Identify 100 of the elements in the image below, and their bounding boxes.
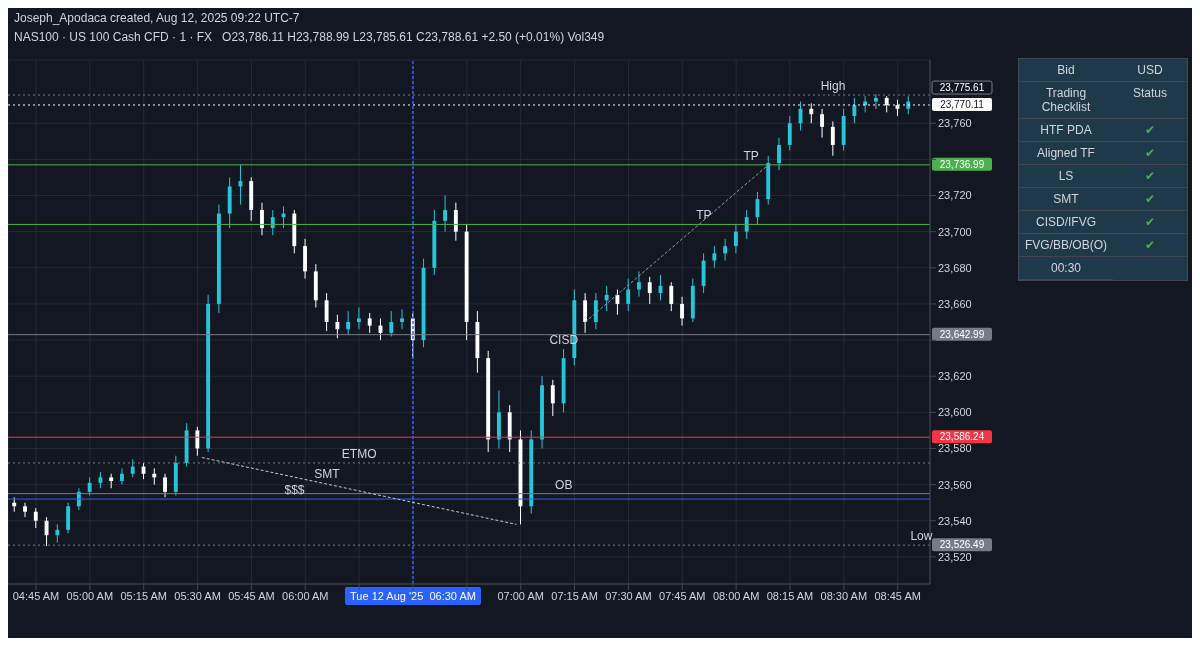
candlestick [604,285,609,312]
candlestick [852,97,857,124]
annotation: ETMO [341,446,377,461]
candlestick [33,507,38,529]
ref-line-label: 23,642.99 [939,328,985,340]
ref-line-label: Tue 12 Aug '25 06:30 AM [350,590,476,602]
candlestick [346,310,351,336]
text: FVG/BB/OB(O) [1019,234,1114,257]
ref-line-label: 23,770.11 [940,98,985,110]
y-tick-label: 23,620 [938,370,972,383]
text: ✔ [1113,188,1187,211]
text: ✔ [1113,234,1187,257]
x-tick-label: 05:30 AM [174,589,221,602]
candlestick [389,310,394,337]
ref-line-label: 23,586.24 [939,431,985,443]
ref-line-label: 23,526.49 [939,539,985,551]
x-tick-label: 06:00 AM [282,589,329,602]
candlestick [680,296,684,327]
candlestick [593,292,598,330]
text: LS [1019,165,1114,188]
annotation: $$$ [284,483,305,498]
ref-line-label: 23,736.99 [939,158,985,170]
text: ✔ [1113,165,1187,188]
annotation: TP [743,148,759,163]
candlestick [712,245,717,269]
text: CISD/IFVG [1019,211,1114,234]
text: Aligned TF [1019,142,1114,165]
x-tick-label: 07:00 AM [497,589,544,602]
x-tick-label: 08:45 AM [874,589,921,602]
text: Joseph_Apodaca created, Aug 12, 2025 09:22 UTC-7 [14,11,300,25]
x-tick-label: 05:15 AM [120,589,167,602]
x-tick-label: 04:45 AM [12,589,60,602]
candlestick [443,195,448,233]
text: Bid [1019,59,1114,82]
candlestick [873,93,878,110]
candlestick [669,281,674,312]
x-tick-label: 07:15 AM [551,589,598,602]
candlestick [777,137,781,171]
candlestick [637,270,641,298]
x-tick-label: 08:00 AM [712,589,760,602]
candlestick [787,115,792,151]
candlestick [453,202,458,242]
chart-subtitle: O23,786.11 H23,788.99 L23,785.61 C23,788.61 +2.50 (+0.01%) Vol349 [222,30,605,44]
text: USD [1113,59,1187,82]
y-tick-label: 23,660 [938,297,972,310]
annotation: Low [910,529,933,544]
y-tick-label: 23,560 [938,478,972,491]
candlestick [130,458,135,478]
candlestick [830,120,835,157]
candlestick [87,476,92,496]
y-tick-label: 23,580 [938,442,972,455]
candlestick [55,523,60,543]
candlestick [324,292,329,332]
candlestick [626,278,631,312]
annotation: OB [555,477,573,492]
text: ✔ [1113,119,1187,142]
text: 00:30 [1019,257,1114,280]
annotation: SMT [314,466,341,481]
text: ✔ [1113,211,1187,234]
text: Status [1113,82,1187,119]
y-tick-label: 23,720 [938,189,972,202]
candlestick [260,202,264,236]
candlestick [647,276,652,305]
y-tick-label: 23,700 [938,225,972,238]
text: HTF PDA [1019,119,1114,142]
x-tick-label: 08:15 AM [766,589,814,602]
candlestick [163,473,167,498]
x-tick-label: 07:30 AM [605,589,652,602]
candlestick [723,238,728,262]
candlestick [733,223,738,254]
ref-line-label: 23,775.61 [939,82,985,94]
candlestick [120,467,124,486]
text: ✔ [1113,142,1187,165]
candlestick [550,379,555,417]
y-tick-label: 23,680 [938,261,972,274]
text: Trading Checklist [1019,82,1114,119]
x-tick-label: 07:45 AM [659,589,706,602]
candlestick [744,209,749,240]
candlestick [400,308,404,330]
chart-title: NAS100 · US 100 Cash CFD · 1 · FX [14,30,213,44]
candlestick [66,502,71,534]
y-tick-label: 23,540 [938,514,972,527]
annotation: TP [696,208,712,223]
candlestick [367,312,372,334]
x-tick-label: 05:00 AM [66,589,114,602]
x-tick-label: 05:45 AM [228,589,275,602]
y-tick-label: 23,760 [938,117,972,130]
candlestick [335,314,340,339]
candlestick [356,307,361,330]
candlestick [820,108,825,139]
annotation: High [820,79,846,94]
x-tick-label: 08:30 AM [820,589,868,602]
candlestick [195,426,200,457]
candlestick [583,292,588,334]
candlestick [270,209,275,236]
y-tick-label: 23,600 [938,406,972,419]
text: SMT [1019,188,1114,211]
candlestick [615,288,620,316]
candlestick [23,502,27,518]
y-tick-label: 23,520 [938,550,972,563]
